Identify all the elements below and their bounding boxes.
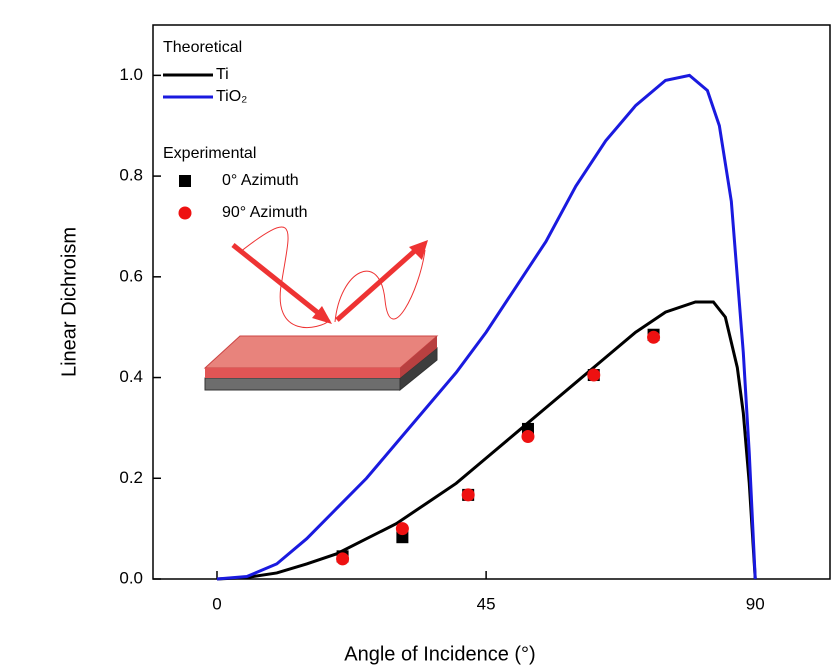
y-tick-label: 1.0 xyxy=(119,65,143,84)
x-axis-label: Angle of Incidence (°) xyxy=(344,643,535,665)
x-tick-label: 45 xyxy=(477,594,496,613)
point xyxy=(521,429,535,443)
point xyxy=(336,552,350,566)
y-tick-label: 0.8 xyxy=(119,166,143,185)
legend-marker xyxy=(179,175,191,187)
y-tick-label: 0.6 xyxy=(119,266,143,285)
legend-title: Theoretical xyxy=(163,39,242,56)
y-tick-label: 0.0 xyxy=(119,568,143,587)
legend-label: Ti xyxy=(216,66,229,83)
legend-label: TiO₂ xyxy=(216,88,247,105)
inset-illustration xyxy=(203,226,439,392)
y-tick-label: 0.4 xyxy=(119,367,143,386)
point xyxy=(587,368,601,382)
x-tick-label: 90 xyxy=(746,594,765,613)
y-axis-label: Linear Dichroism xyxy=(58,227,80,377)
line-series xyxy=(216,300,757,581)
legend-label: 0° Azimuth xyxy=(222,172,299,189)
y-tick-label: 0.2 xyxy=(119,468,143,487)
point xyxy=(647,330,661,344)
x-tick-label: 0 xyxy=(212,594,221,613)
point xyxy=(461,488,475,502)
legend-label: 90° Azimuth xyxy=(222,204,308,221)
plot-frame xyxy=(152,24,831,580)
point xyxy=(395,522,409,536)
legend-marker xyxy=(178,206,192,220)
legend-title: Experimental xyxy=(163,145,256,162)
line-series xyxy=(216,73,757,581)
